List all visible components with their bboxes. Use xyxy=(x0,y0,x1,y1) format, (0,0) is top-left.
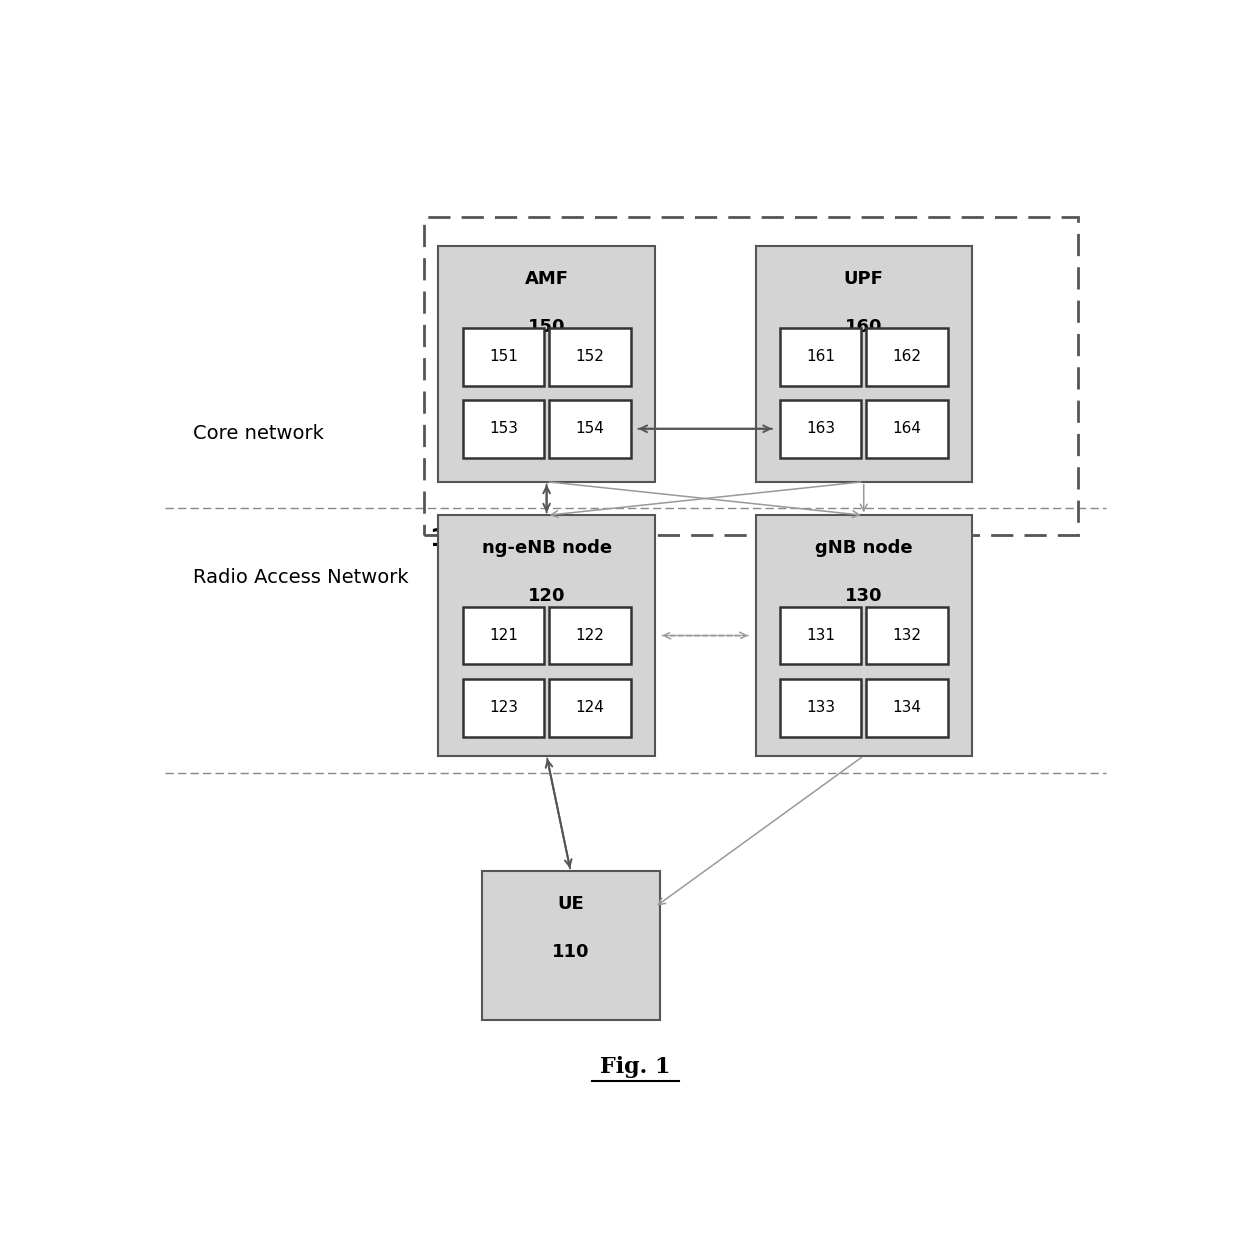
Text: 164: 164 xyxy=(893,421,921,436)
Bar xyxy=(439,516,655,756)
Bar xyxy=(424,217,1078,535)
Text: 152: 152 xyxy=(575,350,604,365)
Bar xyxy=(549,679,631,737)
Bar xyxy=(549,607,631,664)
Text: UPF: UPF xyxy=(843,270,884,289)
Text: 161: 161 xyxy=(806,350,835,365)
Text: 133: 133 xyxy=(806,701,835,716)
Bar xyxy=(755,516,972,756)
Text: Radio Access Network: Radio Access Network xyxy=(193,568,409,587)
Text: ng-eNB node: ng-eNB node xyxy=(481,540,611,557)
Text: 124: 124 xyxy=(575,701,604,716)
Text: 160: 160 xyxy=(844,318,883,336)
Text: AMF: AMF xyxy=(525,270,569,289)
Text: 110: 110 xyxy=(552,943,589,962)
Text: 163: 163 xyxy=(806,421,835,436)
Text: 162: 162 xyxy=(893,350,921,365)
Bar xyxy=(780,679,862,737)
Text: 121: 121 xyxy=(489,628,518,643)
Bar xyxy=(866,679,947,737)
Text: 150: 150 xyxy=(528,318,565,336)
Text: gNB node: gNB node xyxy=(815,540,913,557)
Bar xyxy=(866,327,947,386)
Bar xyxy=(463,679,544,737)
Bar xyxy=(780,327,862,386)
Text: 130: 130 xyxy=(844,587,883,606)
Text: 154: 154 xyxy=(575,421,604,436)
Text: 151: 151 xyxy=(489,350,518,365)
Text: 134: 134 xyxy=(893,701,921,716)
Text: 123: 123 xyxy=(489,701,518,716)
Bar xyxy=(481,872,660,1020)
Bar xyxy=(549,400,631,457)
Bar xyxy=(463,400,544,457)
Text: 122: 122 xyxy=(575,628,604,643)
Bar xyxy=(439,246,655,482)
Text: UE: UE xyxy=(557,896,584,913)
Bar xyxy=(866,607,947,664)
Text: 120: 120 xyxy=(528,587,565,606)
Bar xyxy=(866,400,947,457)
Text: 132: 132 xyxy=(893,628,921,643)
Bar xyxy=(549,327,631,386)
Bar xyxy=(755,246,972,482)
Text: Core network: Core network xyxy=(193,425,325,443)
Bar xyxy=(463,607,544,664)
Text: Fig. 1: Fig. 1 xyxy=(600,1055,671,1078)
Bar xyxy=(463,327,544,386)
Text: 140: 140 xyxy=(429,527,481,551)
Bar xyxy=(780,400,862,457)
Text: 153: 153 xyxy=(489,421,518,436)
Bar xyxy=(780,607,862,664)
Text: 131: 131 xyxy=(806,628,835,643)
